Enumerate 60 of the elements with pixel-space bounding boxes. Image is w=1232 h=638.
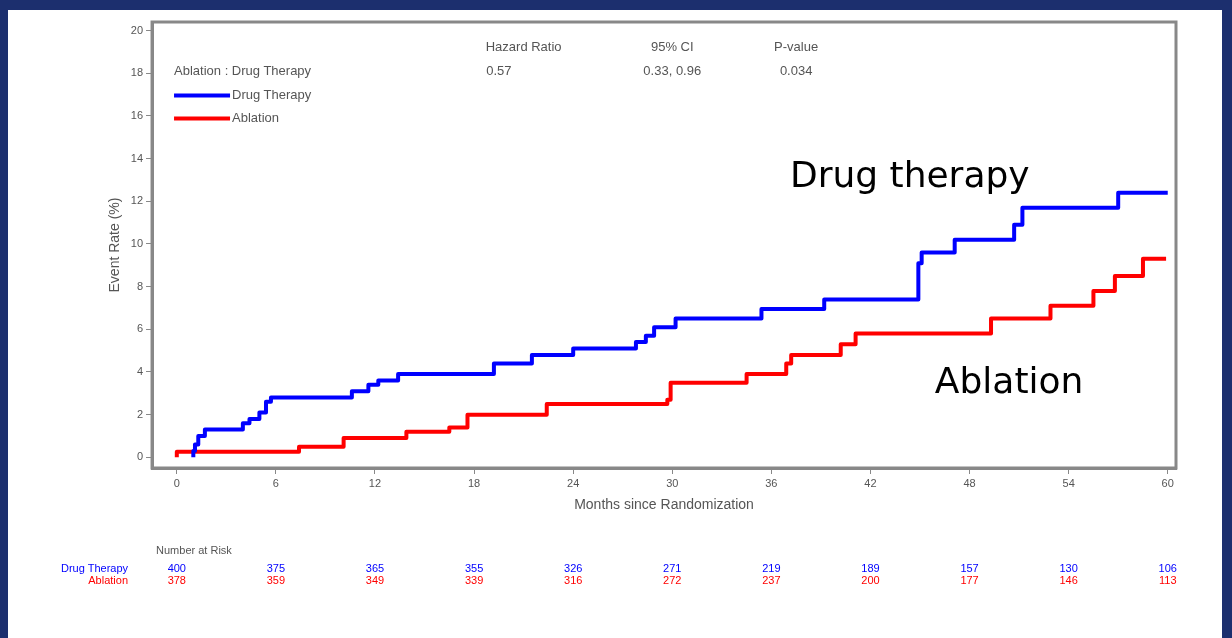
y-tick-label: 12 (130, 194, 144, 207)
annotation: Hazard Ratio (485, 39, 562, 55)
text: Ablation (88, 574, 129, 587)
text: 189 (861, 562, 880, 575)
legend-label: Drug Therapy (232, 87, 312, 103)
x-tick-label: 30 (666, 476, 679, 489)
text: 355 (464, 562, 484, 575)
annotation: Ablation (934, 359, 1084, 401)
x-tick-label: 12 (368, 476, 382, 489)
text: 200 (861, 574, 880, 587)
text: 326 (564, 562, 583, 575)
text: 237 (762, 574, 781, 587)
text: Drug Therapy (60, 562, 129, 575)
y-axis-title: Event Rate (%) (106, 197, 123, 293)
text: 271 (663, 562, 682, 575)
y-tick-label: 10 (130, 236, 144, 249)
annotation: Drug therapy (789, 154, 1030, 196)
text: 339 (464, 574, 484, 587)
x-tick-label: 6 (272, 476, 279, 489)
x-tick-label: 36 (765, 476, 778, 489)
annotation: 0.33, 0.96 (643, 62, 702, 78)
x-tick-label: 0 (173, 476, 180, 489)
x-tick-label: 48 (963, 476, 976, 489)
x-axis-title: Months since Randomization (574, 496, 754, 513)
y-tick-label: 4 (136, 365, 144, 377)
y-tick-label: 16 (130, 108, 144, 121)
x-tick-label: 24 (567, 476, 580, 489)
text: Number at Risk (156, 544, 233, 557)
annotation: 0.57 (486, 62, 512, 78)
text: 219 (762, 562, 781, 575)
annotation: 95% CI (650, 39, 694, 55)
text: 157 (960, 562, 979, 575)
text: 316 (564, 574, 583, 587)
text: 359 (266, 574, 286, 587)
y-tick-label: 6 (136, 322, 144, 335)
x-tick-label: 42 (864, 476, 877, 489)
text: 177 (960, 574, 979, 587)
text: 375 (266, 562, 286, 575)
text: 378 (167, 574, 186, 587)
y-tick-label: 14 (130, 151, 144, 164)
y-tick-label: 8 (136, 279, 144, 292)
text: 272 (663, 574, 682, 587)
text: 349 (365, 574, 385, 587)
y-tick-label: 18 (130, 66, 144, 79)
x-tick-label: 54 (1062, 476, 1075, 489)
y-tick-label: 20 (130, 23, 144, 36)
text: 146 (1059, 574, 1078, 587)
annotation: 0.034 (779, 62, 813, 78)
text: 130 (1059, 562, 1078, 575)
annotation: P-value (774, 39, 819, 55)
x-tick-label: 60 (1161, 476, 1174, 489)
y-tick-label: 2 (136, 407, 144, 420)
annotation: Ablation : Drug Therapy (174, 62, 312, 78)
text: 106 (1158, 562, 1177, 575)
y-tick-label: 0 (136, 450, 144, 463)
x-tick-label: 18 (467, 476, 481, 489)
text: 400 (167, 562, 186, 575)
text: 113 (1158, 574, 1177, 587)
legend-label: Ablation (232, 110, 280, 126)
text: 365 (365, 562, 385, 575)
